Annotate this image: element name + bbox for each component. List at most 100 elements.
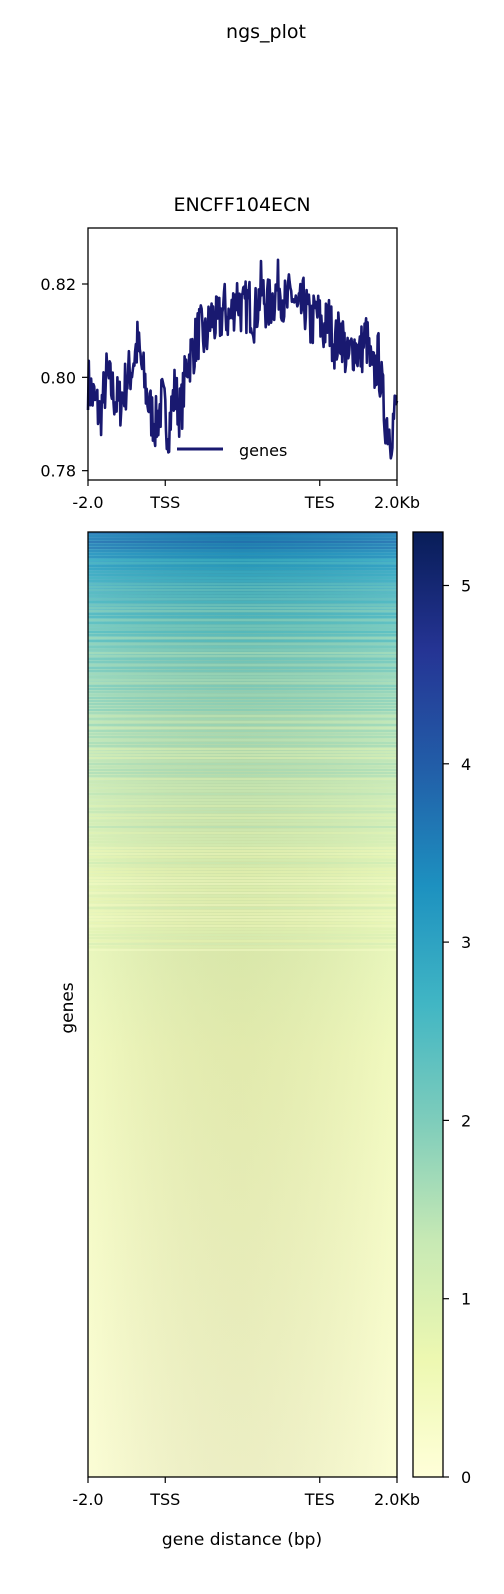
heatmap-x-axis: -2.0 TSS TES 2.0Kb bbox=[72, 1477, 420, 1509]
heatmap-row bbox=[88, 745, 397, 747]
colorbar-tick-label: 2 bbox=[461, 1111, 471, 1130]
heatmap-row bbox=[88, 841, 397, 843]
heatmap-row bbox=[88, 871, 397, 873]
profile-y-tick-label: 0.78 bbox=[40, 462, 76, 481]
heatmap-row bbox=[88, 589, 397, 591]
heatmap-row bbox=[88, 550, 397, 552]
heatmap-row bbox=[88, 859, 397, 861]
heatmap-row bbox=[88, 898, 397, 900]
heatmap-row bbox=[88, 556, 397, 558]
heatmap-row bbox=[88, 718, 397, 720]
heatmap-row bbox=[88, 847, 397, 849]
heatmap-row bbox=[88, 610, 397, 612]
heatmap-row bbox=[88, 772, 397, 774]
heatmap-row bbox=[88, 820, 397, 822]
heatmap-row bbox=[88, 811, 397, 813]
heatmap-row bbox=[88, 559, 397, 561]
heatmap-row bbox=[88, 868, 397, 870]
heatmap-row bbox=[88, 676, 397, 678]
heatmap-row bbox=[88, 751, 397, 753]
heatmap-row bbox=[88, 874, 397, 876]
legend-label: genes bbox=[239, 441, 287, 460]
profile-legend: genes bbox=[177, 441, 287, 460]
heatmap-row bbox=[88, 766, 397, 768]
heatmap-row bbox=[88, 940, 397, 942]
heatmap-row bbox=[88, 934, 397, 936]
heatmap-x-label: gene distance (bp) bbox=[162, 1530, 322, 1550]
heatmap-row bbox=[88, 583, 397, 585]
heatmap-row bbox=[88, 949, 397, 951]
heatmap-row bbox=[88, 808, 397, 810]
heatmap-row bbox=[88, 658, 397, 660]
heatmap-row bbox=[88, 547, 397, 549]
heatmap-row bbox=[88, 709, 397, 711]
heatmap-row bbox=[88, 754, 397, 756]
heatmap-row bbox=[88, 919, 397, 921]
heatmap-row bbox=[88, 586, 397, 588]
profile-x-tick-label: TES bbox=[304, 493, 335, 512]
heatmap-row bbox=[88, 829, 397, 831]
heatmap-row bbox=[88, 862, 397, 864]
heatmap-row bbox=[88, 616, 397, 618]
heatmap-row bbox=[88, 688, 397, 690]
heatmap-row bbox=[88, 727, 397, 729]
heatmap-x-tick-label: TSS bbox=[149, 1490, 180, 1509]
profile-x-tick-label: -2.0 bbox=[72, 493, 103, 512]
heatmap-row bbox=[88, 943, 397, 945]
heatmap-row bbox=[88, 679, 397, 681]
heatmap-row bbox=[88, 739, 397, 741]
heatmap-row bbox=[88, 877, 397, 879]
heatmap-row bbox=[88, 910, 397, 912]
heatmap-row bbox=[88, 916, 397, 918]
heatmap-row bbox=[88, 607, 397, 609]
heatmap-row bbox=[88, 802, 397, 804]
heatmap-row bbox=[88, 553, 397, 555]
heatmap-row bbox=[88, 685, 397, 687]
heatmap-row bbox=[88, 619, 397, 621]
heatmap-row bbox=[88, 691, 397, 693]
heatmap-row bbox=[88, 814, 397, 816]
heatmap-row bbox=[88, 667, 397, 669]
heatmap-row bbox=[88, 769, 397, 771]
heatmap-row bbox=[88, 748, 397, 750]
heatmap-row bbox=[88, 805, 397, 807]
heatmap-row bbox=[88, 577, 397, 579]
heatmap-row bbox=[88, 592, 397, 594]
heatmap-row bbox=[88, 832, 397, 834]
heatmap-row bbox=[88, 571, 397, 573]
heatmap-row bbox=[88, 712, 397, 714]
heatmap-row bbox=[88, 721, 397, 723]
heatmap-row bbox=[88, 844, 397, 846]
profile-series-layer bbox=[86, 258, 399, 460]
heatmap-row bbox=[88, 763, 397, 765]
heatmap-row bbox=[88, 541, 397, 543]
colorbar-tick-label: 5 bbox=[461, 576, 471, 595]
heatmap-row bbox=[88, 889, 397, 891]
colorbar-axis: 0 1 2 3 4 5 bbox=[443, 576, 471, 1487]
heatmap-row bbox=[88, 595, 397, 597]
profile-frame bbox=[87, 227, 398, 481]
heatmap-row bbox=[88, 628, 397, 630]
heatmap-plot: -2.0 TSS TES 2.0Kb gene distance (bp) genes bbox=[58, 531, 420, 1550]
heatmap-row bbox=[88, 937, 397, 939]
heatmap-row bbox=[88, 784, 397, 786]
colorbar-tick-label: 1 bbox=[461, 1290, 471, 1309]
heatmap-shading bbox=[88, 532, 397, 1477]
heatmap-row bbox=[88, 817, 397, 819]
heatmap-row bbox=[88, 631, 397, 633]
heatmap-row bbox=[88, 799, 397, 801]
heatmap-row bbox=[88, 856, 397, 858]
heatmap-row bbox=[88, 925, 397, 927]
heatmap-row bbox=[88, 892, 397, 894]
heatmap-row bbox=[88, 724, 397, 726]
heatmap-row bbox=[88, 883, 397, 885]
heatmap-row bbox=[88, 757, 397, 759]
heatmap-row bbox=[88, 655, 397, 657]
heatmap-row bbox=[88, 682, 397, 684]
heatmap-row bbox=[88, 790, 397, 792]
profile-y-axis: 0.78 0.80 0.82 bbox=[40, 275, 88, 481]
heatmap-row bbox=[88, 928, 397, 930]
heatmap-row bbox=[88, 775, 397, 777]
heatmap-row bbox=[88, 562, 397, 564]
